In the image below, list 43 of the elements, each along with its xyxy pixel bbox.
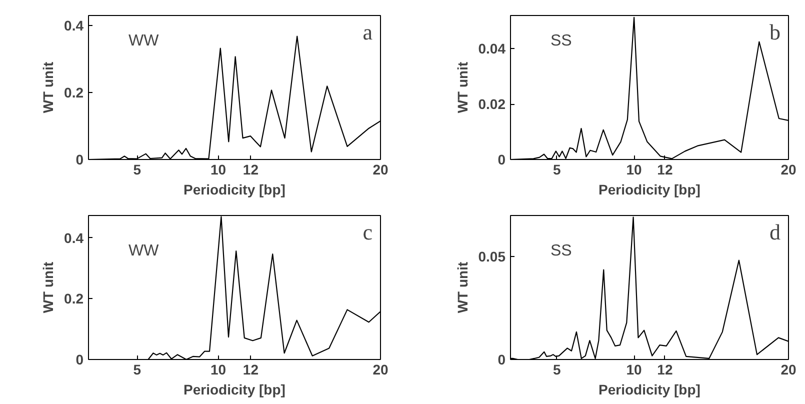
x-tick-label: 12	[242, 162, 259, 178]
y-tick-label: 0.2	[64, 290, 84, 307]
annotation: d	[770, 220, 780, 244]
x-tick-label: 12	[657, 362, 673, 378]
x-tick-label: 20	[780, 162, 796, 178]
y-tick-label: 0.4	[64, 18, 84, 34]
y-tick-label: 0.04	[478, 40, 506, 57]
x-tick-label: 10	[210, 162, 226, 178]
x-tick-label: 5	[552, 162, 561, 178]
y-tick-label: 0	[76, 152, 84, 168]
y-axis-title: WT unit	[40, 62, 56, 114]
x-tick-label: 20	[372, 362, 388, 378]
y-tick-label: 0	[76, 352, 84, 368]
annotation: c	[362, 220, 373, 244]
x-tick-label: 12	[242, 362, 259, 378]
y-tick-label: 0.05	[478, 248, 506, 265]
x-axis-title: Periodicity [bp]	[598, 382, 700, 398]
y-tick-label: 0.4	[64, 230, 84, 246]
annotation: a	[362, 20, 373, 44]
x-axis-title: Periodicity [bp]	[184, 382, 286, 398]
annotation: SS	[550, 32, 572, 50]
x-tick-label: 10	[626, 162, 642, 178]
annotation: b	[770, 20, 780, 44]
x-tick-label: 20	[780, 362, 796, 378]
x-tick-label: 5	[133, 362, 142, 378]
x-axis-title: Periodicity [bp]	[184, 182, 286, 198]
annotation: WW	[128, 32, 160, 50]
y-tick-label: 0.2	[64, 84, 84, 101]
y-axis-title: WT unit	[454, 62, 470, 114]
y-axis-title: WT unit	[454, 262, 470, 314]
x-tick-label: 20	[372, 162, 388, 178]
x-tick-label: 5	[552, 362, 561, 378]
x-axis-title: Periodicity [bp]	[598, 182, 700, 198]
annotation: SS	[550, 242, 572, 260]
x-tick-label: 10	[626, 362, 642, 378]
y-axis-title: WT unit	[40, 262, 56, 314]
x-tick-label: 10	[210, 362, 226, 378]
y-tick-label: 0	[498, 352, 506, 368]
annotation: WW	[128, 242, 160, 260]
x-tick-label: 12	[657, 162, 673, 178]
y-tick-label: 0.02	[478, 96, 506, 112]
y-tick-label: 0	[498, 152, 506, 168]
x-tick-label: 5	[133, 162, 142, 178]
